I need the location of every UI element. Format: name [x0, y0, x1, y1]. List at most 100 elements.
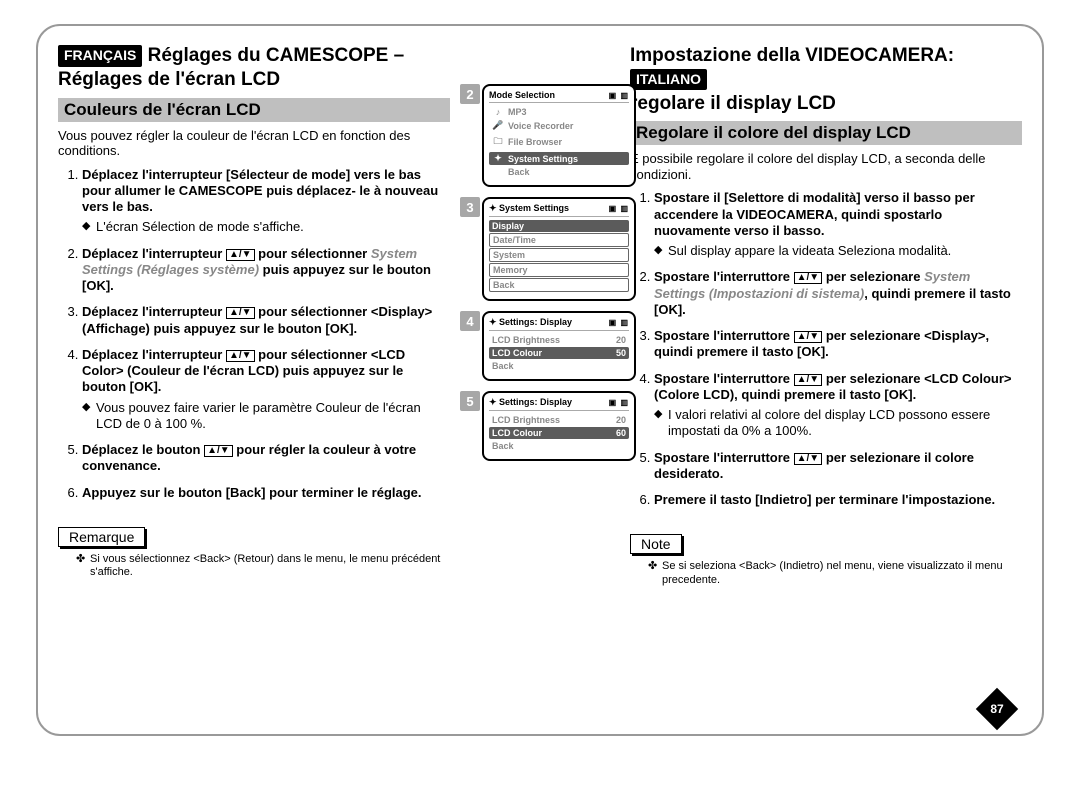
- step-fr-6: Appuyez sur le bouton [Back] pour termin…: [82, 485, 450, 501]
- step-fr-2: Déplacez l'interrupteur ▲/▼ pour sélecti…: [82, 246, 450, 295]
- left-column: FRANÇAIS Réglages du CAMESCOPE – Réglage…: [58, 44, 456, 720]
- heading-fr: FRANÇAIS Réglages du CAMESCOPE – Réglage…: [58, 44, 450, 92]
- title-it-line1: Impostazione della VIDEOCAMERA:: [630, 45, 954, 66]
- updown-icon: ▲/▼: [794, 374, 823, 386]
- note-fr: Si vous sélectionnez <Back> (Retour) dan…: [58, 553, 450, 579]
- subhead-fr: Couleurs de l'écran LCD: [58, 98, 450, 122]
- row-label: Memory: [493, 265, 528, 275]
- battery-icon: ▣ ▥: [609, 91, 629, 100]
- menu-row: Memory: [489, 263, 629, 277]
- updown-icon: ▲/▼: [226, 249, 255, 261]
- menu-row: LCD Colour 60: [489, 427, 629, 439]
- lcd-screen: ✦ System Settings▣ ▥ Display Date/Time Syst…: [482, 197, 636, 301]
- screen-title: ✦ Settings: Display: [489, 317, 572, 328]
- title-fr-line2: Réglages de l'écran LCD: [58, 69, 280, 90]
- menu-row: 🗀 File Browser: [489, 133, 629, 151]
- device-screen: 5✦ Settings: Display▣ ▥LCD Brightness20L…: [482, 391, 620, 461]
- device-screen: 3✦ System Settings▣ ▥DisplayDate/TimeSys…: [482, 197, 620, 301]
- page-number: 87: [982, 694, 1012, 724]
- menu-row: Back: [489, 440, 629, 452]
- updown-icon: ▲/▼: [226, 307, 255, 319]
- row-label: System Settings: [508, 154, 578, 164]
- menu-row: LCD Brightness 20: [489, 334, 629, 346]
- menu-row: Date/Time: [489, 233, 629, 247]
- row-label: Back: [492, 441, 514, 451]
- row-label: Back: [493, 280, 515, 290]
- note-tag-fr: Remarque: [58, 527, 145, 547]
- columns: FRANÇAIS Réglages du CAMESCOPE – Réglage…: [58, 44, 1022, 720]
- battery-icon: ▣ ▥: [609, 204, 629, 213]
- intro-fr: Vous pouvez régler la couleur de l'écran…: [58, 128, 450, 159]
- step-fr-4-sub: Vous pouvez faire varier le paramètre Co…: [82, 400, 450, 433]
- step-fr-5: Déplacez le bouton ▲/▼ pour régler la co…: [82, 442, 450, 475]
- menu-row: 🎤 Voice Recorder: [489, 119, 629, 132]
- step-it-5: Spostare l'interruttore ▲/▼ per selezion…: [654, 450, 1022, 483]
- step-it-2: Spostare l'interruttore ▲/▼ per selezion…: [654, 269, 1022, 318]
- battery-icon: ▣ ▥: [609, 318, 629, 327]
- row-label: System: [493, 250, 525, 260]
- title-it-line2: regolare il display LCD: [630, 93, 836, 114]
- step-badge: 4: [460, 311, 480, 331]
- step-it-1: Spostare il [Selettore di modalità] vers…: [654, 190, 1022, 259]
- row-label: LCD Colour: [492, 348, 542, 358]
- step-fr-1-sub: L'écran Sélection de mode s'affiche.: [82, 219, 450, 235]
- intro-it: È possibile regolare il colore del displ…: [630, 151, 1022, 182]
- row-label: Voice Recorder: [508, 121, 573, 131]
- screen-titlebar: ✦ Settings: Display ▣ ▥: [489, 397, 629, 411]
- updown-icon: ▲/▼: [204, 445, 233, 457]
- row-label: Back: [508, 167, 530, 177]
- row-icon: 🎤: [492, 120, 504, 131]
- menu-row: ♪ MP3: [489, 106, 629, 118]
- step-badge: 5: [460, 391, 480, 411]
- menu-row: Display: [489, 220, 629, 232]
- device-screen: 2Mode Selection▣ ▥♪MP3🎤Voice Recorder🗀Fi…: [482, 84, 620, 187]
- row-label: Date/Time: [493, 235, 536, 245]
- row-label: MP3: [508, 107, 527, 117]
- device-screen: 4✦ Settings: Display▣ ▥LCD Brightness20L…: [482, 311, 620, 381]
- menu-row: LCD Colour 50: [489, 347, 629, 359]
- row-value: 20: [610, 335, 626, 345]
- steps-it: Spostare il [Selettore di modalità] vers…: [630, 190, 1022, 508]
- updown-icon: ▲/▼: [794, 331, 823, 343]
- row-label: LCD Colour: [492, 428, 542, 438]
- menu-row: Back: [489, 166, 629, 178]
- menu-row: Back: [489, 360, 629, 372]
- menu-row: ✦ System Settings: [489, 152, 629, 165]
- menu-row: LCD Brightness 20: [489, 414, 629, 426]
- row-value: 60: [610, 428, 626, 438]
- battery-icon: ▣ ▥: [609, 398, 629, 407]
- step-fr-4: Déplacez l'interrupteur ▲/▼ pour sélecti…: [82, 347, 450, 432]
- row-label: Back: [492, 361, 514, 371]
- lcd-screen: ✦ Settings: Display▣ ▥LCD Brightness20LC…: [482, 311, 636, 381]
- lang-tag-it: ITALIANO: [630, 69, 707, 91]
- row-label: LCD Brightness: [492, 335, 560, 345]
- steps-fr: Déplacez l'interrupteur [Sélecteur de mo…: [58, 167, 450, 501]
- lcd-screen: ✦ Settings: Display▣ ▥LCD Brightness20LC…: [482, 391, 636, 461]
- row-icon: ✦: [492, 153, 504, 164]
- menu-row: System: [489, 248, 629, 262]
- screen-titlebar: ✦ System Settings▣ ▥: [489, 203, 629, 217]
- screen-title: ✦ Settings: Display: [489, 397, 572, 408]
- row-label: File Browser: [508, 137, 562, 147]
- step-it-1-sub: Sul display appare la videata Seleziona …: [654, 243, 1022, 259]
- updown-icon: ▲/▼: [226, 350, 255, 362]
- step-it-3: Spostare l'interruttore ▲/▼ per selezion…: [654, 328, 1022, 361]
- step-it-6: Premere il tasto [Indietro] per terminar…: [654, 492, 1022, 508]
- menu-row: Back: [489, 278, 629, 292]
- row-value: 50: [610, 348, 626, 358]
- screens-column: 2Mode Selection▣ ▥♪MP3🎤Voice Recorder🗀Fi…: [456, 44, 624, 720]
- screen-titlebar: Mode Selection ▣ ▥: [489, 90, 629, 103]
- row-icon: 🗀: [492, 134, 504, 150]
- heading-it: Impostazione della VIDEOCAMERA: ITALIANO…: [630, 44, 1022, 115]
- step-fr-3: Déplacez l'interrupteur ▲/▼ pour sélecti…: [82, 304, 450, 337]
- step-it-4: Spostare l'interruttore ▲/▼ per selezion…: [654, 371, 1022, 440]
- note-tag-it: Note: [630, 534, 682, 554]
- step-badge: 2: [460, 84, 480, 104]
- row-value: 20: [610, 415, 626, 425]
- row-label: LCD Brightness: [492, 415, 560, 425]
- lcd-screen: Mode Selection ▣ ▥ ♪ MP3 🎤 Voice Recorder 🗀 Fil…: [482, 84, 636, 187]
- manual-page: FRANÇAIS Réglages du CAMESCOPE – Réglage…: [36, 24, 1044, 736]
- note-it: Se si seleziona <Back> (Indietro) nel me…: [630, 560, 1022, 586]
- row-icon: ♪: [492, 107, 504, 117]
- screen-title: Mode Selection: [489, 90, 555, 100]
